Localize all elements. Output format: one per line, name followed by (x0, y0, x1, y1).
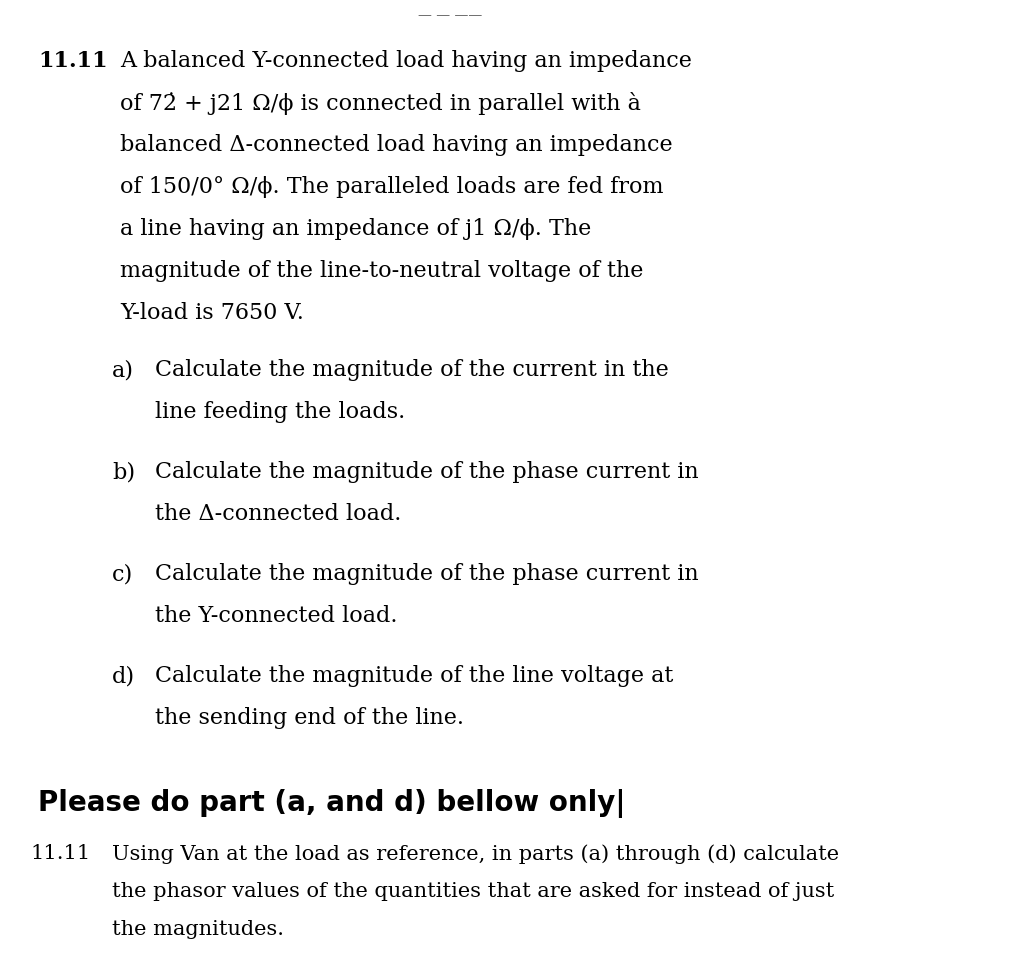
Text: Calculate the magnitude of the current in the: Calculate the magnitude of the current i… (155, 359, 669, 381)
Text: Calculate the magnitude of the phase current in: Calculate the magnitude of the phase cur… (155, 563, 698, 585)
Text: Y-load is 7650 V.: Y-load is 7650 V. (120, 302, 304, 324)
Text: balanced Δ-connected load having an impedance: balanced Δ-connected load having an impe… (120, 134, 673, 156)
Text: line feeding the loads.: line feeding the loads. (155, 401, 406, 423)
Text: a): a) (112, 359, 134, 381)
Text: the Δ-connected load.: the Δ-connected load. (155, 503, 401, 525)
Text: of 150/0° Ω/ϕ. The paralleled loads are fed from: of 150/0° Ω/ϕ. The paralleled loads are … (120, 176, 664, 198)
Text: A balanced Y-connected load having an impedance: A balanced Y-connected load having an im… (120, 50, 692, 72)
Text: Calculate the magnitude of the phase current in: Calculate the magnitude of the phase cur… (155, 461, 698, 483)
Text: — — ——: — — —— (419, 8, 482, 22)
Text: the Y-connected load.: the Y-connected load. (155, 605, 397, 627)
Text: the magnitudes.: the magnitudes. (112, 920, 284, 939)
Text: the phasor values of the quantities that are asked for instead of just: the phasor values of the quantities that… (112, 882, 835, 901)
Text: the sending end of the line.: the sending end of the line. (155, 707, 464, 729)
Text: a line having an impedance of j1 Ω/ϕ. The: a line having an impedance of j1 Ω/ϕ. Th… (120, 218, 591, 240)
Text: Please do part (a, and d) bellow only|: Please do part (a, and d) bellow only| (38, 789, 626, 818)
Text: of 72̇ + j21 Ω/ϕ is connected in parallel with à: of 72̇ + j21 Ω/ϕ is connected in paralle… (120, 92, 641, 115)
Text: Using Van at the load as reference, in parts (a) through (d) calculate: Using Van at the load as reference, in p… (112, 844, 839, 864)
Text: magnitude of the line-to-neutral voltage of the: magnitude of the line-to-neutral voltage… (120, 260, 643, 282)
Text: b): b) (112, 461, 135, 483)
Text: c): c) (112, 563, 133, 585)
Text: 11.11: 11.11 (38, 50, 108, 72)
Text: d): d) (112, 665, 135, 687)
Text: 11.11: 11.11 (30, 844, 90, 863)
Text: Calculate the magnitude of the line voltage at: Calculate the magnitude of the line volt… (155, 665, 674, 687)
